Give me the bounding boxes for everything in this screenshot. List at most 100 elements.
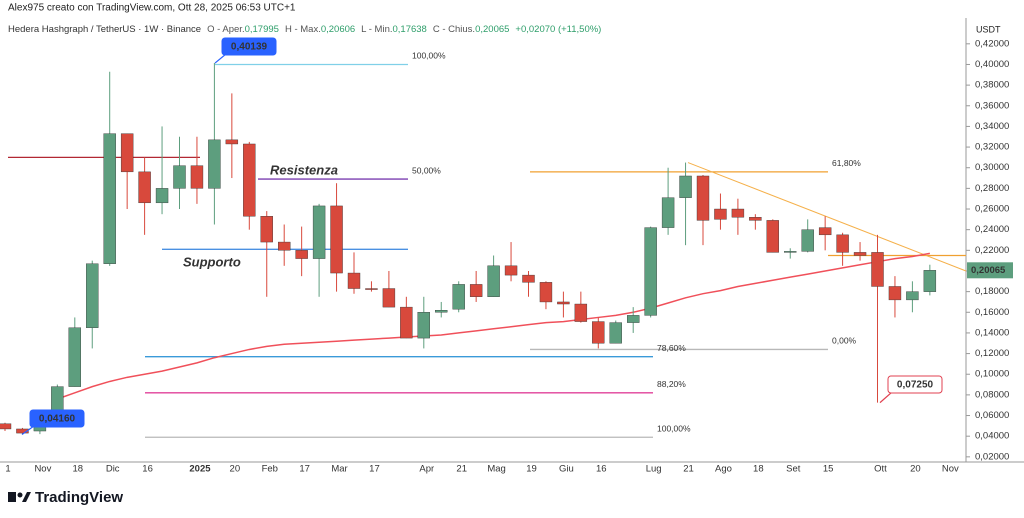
x-tick-label: Lug	[646, 464, 662, 475]
callout-pointer	[21, 425, 35, 436]
candle-body	[574, 303, 588, 322]
moving-average	[57, 252, 930, 400]
callout-label: 0,07250	[897, 380, 934, 391]
candle-body	[906, 291, 919, 301]
candle-body	[592, 321, 605, 344]
brand: TradingView	[35, 489, 123, 506]
y-tick-label: 0,32000	[975, 142, 1009, 153]
x-tick-label: Dic	[106, 464, 120, 475]
x-tick-label: Mag	[487, 464, 505, 475]
candle-body	[766, 220, 779, 253]
candle-body	[417, 312, 430, 339]
candle-body	[853, 252, 867, 256]
x-tick-label: Apr	[419, 464, 434, 475]
candle-body	[888, 286, 902, 301]
ohlc-value: 0,17995	[245, 24, 279, 35]
callout-box	[29, 409, 85, 428]
y-tick-label: 0,38000	[975, 80, 1009, 91]
x-tick-label: Ott	[874, 464, 887, 475]
candle-body	[103, 133, 116, 264]
x-tick-label: 17	[299, 464, 310, 475]
y-tick-label: 0,26000	[975, 204, 1009, 215]
y-tick-label: 0,08000	[975, 389, 1009, 400]
y-tick-label: 0,34000	[975, 121, 1009, 132]
y-tick-label: 0,30000	[975, 162, 1009, 173]
x-tick-label: 2025	[189, 464, 211, 475]
logo-mark	[17, 492, 23, 498]
x-tick-label: 19	[526, 464, 537, 475]
x-tick-label: Mar	[331, 464, 347, 475]
callout-label: 0,04160	[39, 414, 76, 425]
candle-body	[347, 272, 361, 289]
y-tick-label: 0,28000	[975, 183, 1009, 194]
level-label: 61,80%	[832, 158, 861, 168]
y-tick-label: 0,12000	[975, 348, 1009, 359]
candle-body	[365, 288, 378, 290]
x-tick-label: 21	[683, 464, 694, 475]
callout-pointer	[214, 53, 227, 64]
candle-body	[504, 265, 518, 276]
candle-body	[16, 428, 29, 434]
candle-body	[190, 165, 204, 189]
candle-body	[452, 284, 465, 310]
candle-body	[435, 310, 448, 313]
x-tick-label: 20	[230, 464, 241, 475]
level-label: 0,00%	[832, 336, 857, 346]
candle-body	[260, 216, 273, 243]
x-tick-label: 16	[596, 464, 607, 475]
y-tick-label: 0,06000	[975, 410, 1009, 421]
note: Supporto	[183, 254, 241, 269]
candle-body	[627, 315, 640, 323]
last-price-label: 0,20065	[971, 265, 1006, 276]
candle-body	[155, 188, 169, 204]
change: +0,02070 (+11,50%)	[515, 24, 601, 35]
x-tick-label: 17	[369, 464, 380, 475]
candle-body	[661, 197, 675, 228]
candle-body	[120, 133, 134, 173]
author-line: Alex975 creato con TradingView.com, Ott …	[8, 3, 296, 14]
candle-body	[749, 217, 762, 221]
candle-body	[801, 229, 814, 252]
candle-body	[923, 270, 937, 292]
x-tick-label: 18	[753, 464, 764, 475]
logo	[8, 492, 31, 502]
level-label: 78,60%	[657, 343, 686, 353]
candle-body	[731, 208, 745, 218]
candle-body	[278, 241, 291, 251]
candle-body	[696, 175, 710, 221]
candle-body	[487, 265, 500, 297]
level-label: 100,00%	[657, 423, 691, 433]
y-tick-label: 0,22000	[975, 245, 1009, 256]
x-tick-label: Giu	[559, 464, 574, 475]
candle-body	[173, 165, 186, 189]
candle-body	[836, 234, 849, 253]
candle-body	[557, 301, 570, 305]
candle-body	[382, 288, 396, 308]
y-tick-label: 0,14000	[975, 327, 1009, 338]
x-tick-label: Nov	[34, 464, 51, 475]
ohlc-value: 0,20065	[475, 24, 509, 35]
candle-body	[609, 322, 622, 344]
x-tick-label: 1	[5, 464, 10, 475]
ohlc-label: O - Aper.	[207, 24, 245, 35]
candle-body	[644, 227, 657, 316]
candle-body	[679, 175, 692, 198]
y-tick-label: 0,42000	[975, 38, 1009, 49]
x-tick-label: 18	[73, 464, 84, 475]
note: Resistenza	[270, 162, 338, 177]
candle-body	[522, 274, 535, 283]
symbol-line: Hedera Hashgraph / TetherUS · 1W · Binan…	[8, 24, 601, 35]
callout-box	[887, 375, 943, 394]
x-tick-label: 21	[456, 464, 467, 475]
callout-pointer	[879, 391, 893, 404]
y-axis-label: USDT	[976, 24, 1001, 34]
candle-body	[295, 250, 308, 259]
symbol: Hedera Hashgraph / TetherUS · 1W · Binan…	[8, 24, 201, 35]
trendline	[687, 162, 967, 272]
candle-body	[225, 139, 239, 145]
candle-body	[0, 423, 12, 430]
x-tick-label: Nov	[942, 464, 959, 475]
candle-body	[539, 282, 553, 303]
logo-mark	[8, 492, 16, 502]
